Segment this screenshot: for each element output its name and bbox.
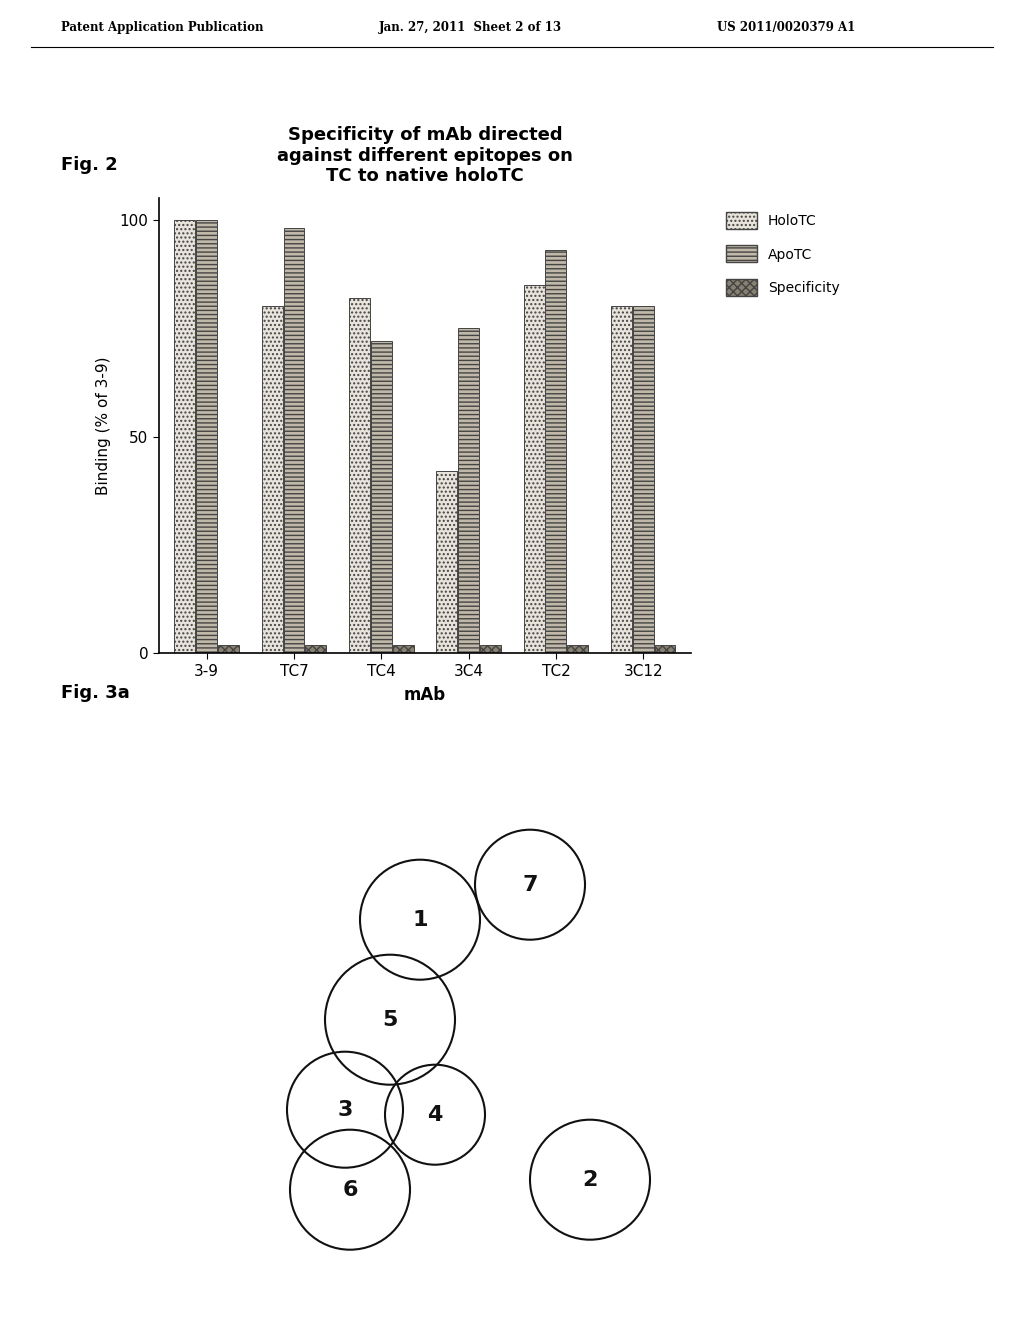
Y-axis label: Binding (% of 3-9): Binding (% of 3-9) — [96, 356, 111, 495]
Bar — [523, 285, 545, 653]
Text: 1: 1 — [413, 909, 428, 929]
Bar — [349, 298, 370, 653]
Bar — [284, 228, 304, 653]
Bar — [567, 644, 588, 653]
Bar — [633, 306, 653, 653]
Text: Patent Application Publication: Patent Application Publication — [61, 21, 264, 34]
Text: Fig. 2: Fig. 2 — [61, 156, 118, 174]
Title: Specificity of mAb directed
against different epitopes on
TC to native holoTC: Specificity of mAb directed against diff… — [278, 125, 572, 185]
Bar — [174, 219, 196, 653]
Bar — [436, 471, 458, 653]
Bar — [371, 341, 392, 653]
Bar — [392, 644, 414, 653]
Text: Fig. 3a: Fig. 3a — [61, 684, 130, 702]
Bar — [654, 644, 676, 653]
Bar — [458, 329, 479, 653]
Text: 3: 3 — [337, 1100, 352, 1119]
X-axis label: mAb: mAb — [403, 686, 446, 704]
Text: 5: 5 — [382, 1010, 397, 1030]
Text: Jan. 27, 2011  Sheet 2 of 13: Jan. 27, 2011 Sheet 2 of 13 — [379, 21, 562, 34]
Bar — [262, 306, 283, 653]
Bar — [218, 644, 239, 653]
Text: 6: 6 — [342, 1180, 357, 1200]
Legend: HoloTC, ApoTC, Specificity: HoloTC, ApoTC, Specificity — [720, 205, 847, 304]
Text: 7: 7 — [522, 875, 538, 895]
Bar — [611, 306, 632, 653]
Text: 2: 2 — [583, 1170, 598, 1189]
Bar — [305, 644, 327, 653]
Bar — [480, 644, 501, 653]
Text: US 2011/0020379 A1: US 2011/0020379 A1 — [717, 21, 855, 34]
Bar — [197, 219, 217, 653]
Bar — [546, 249, 566, 653]
Text: 4: 4 — [427, 1105, 442, 1125]
